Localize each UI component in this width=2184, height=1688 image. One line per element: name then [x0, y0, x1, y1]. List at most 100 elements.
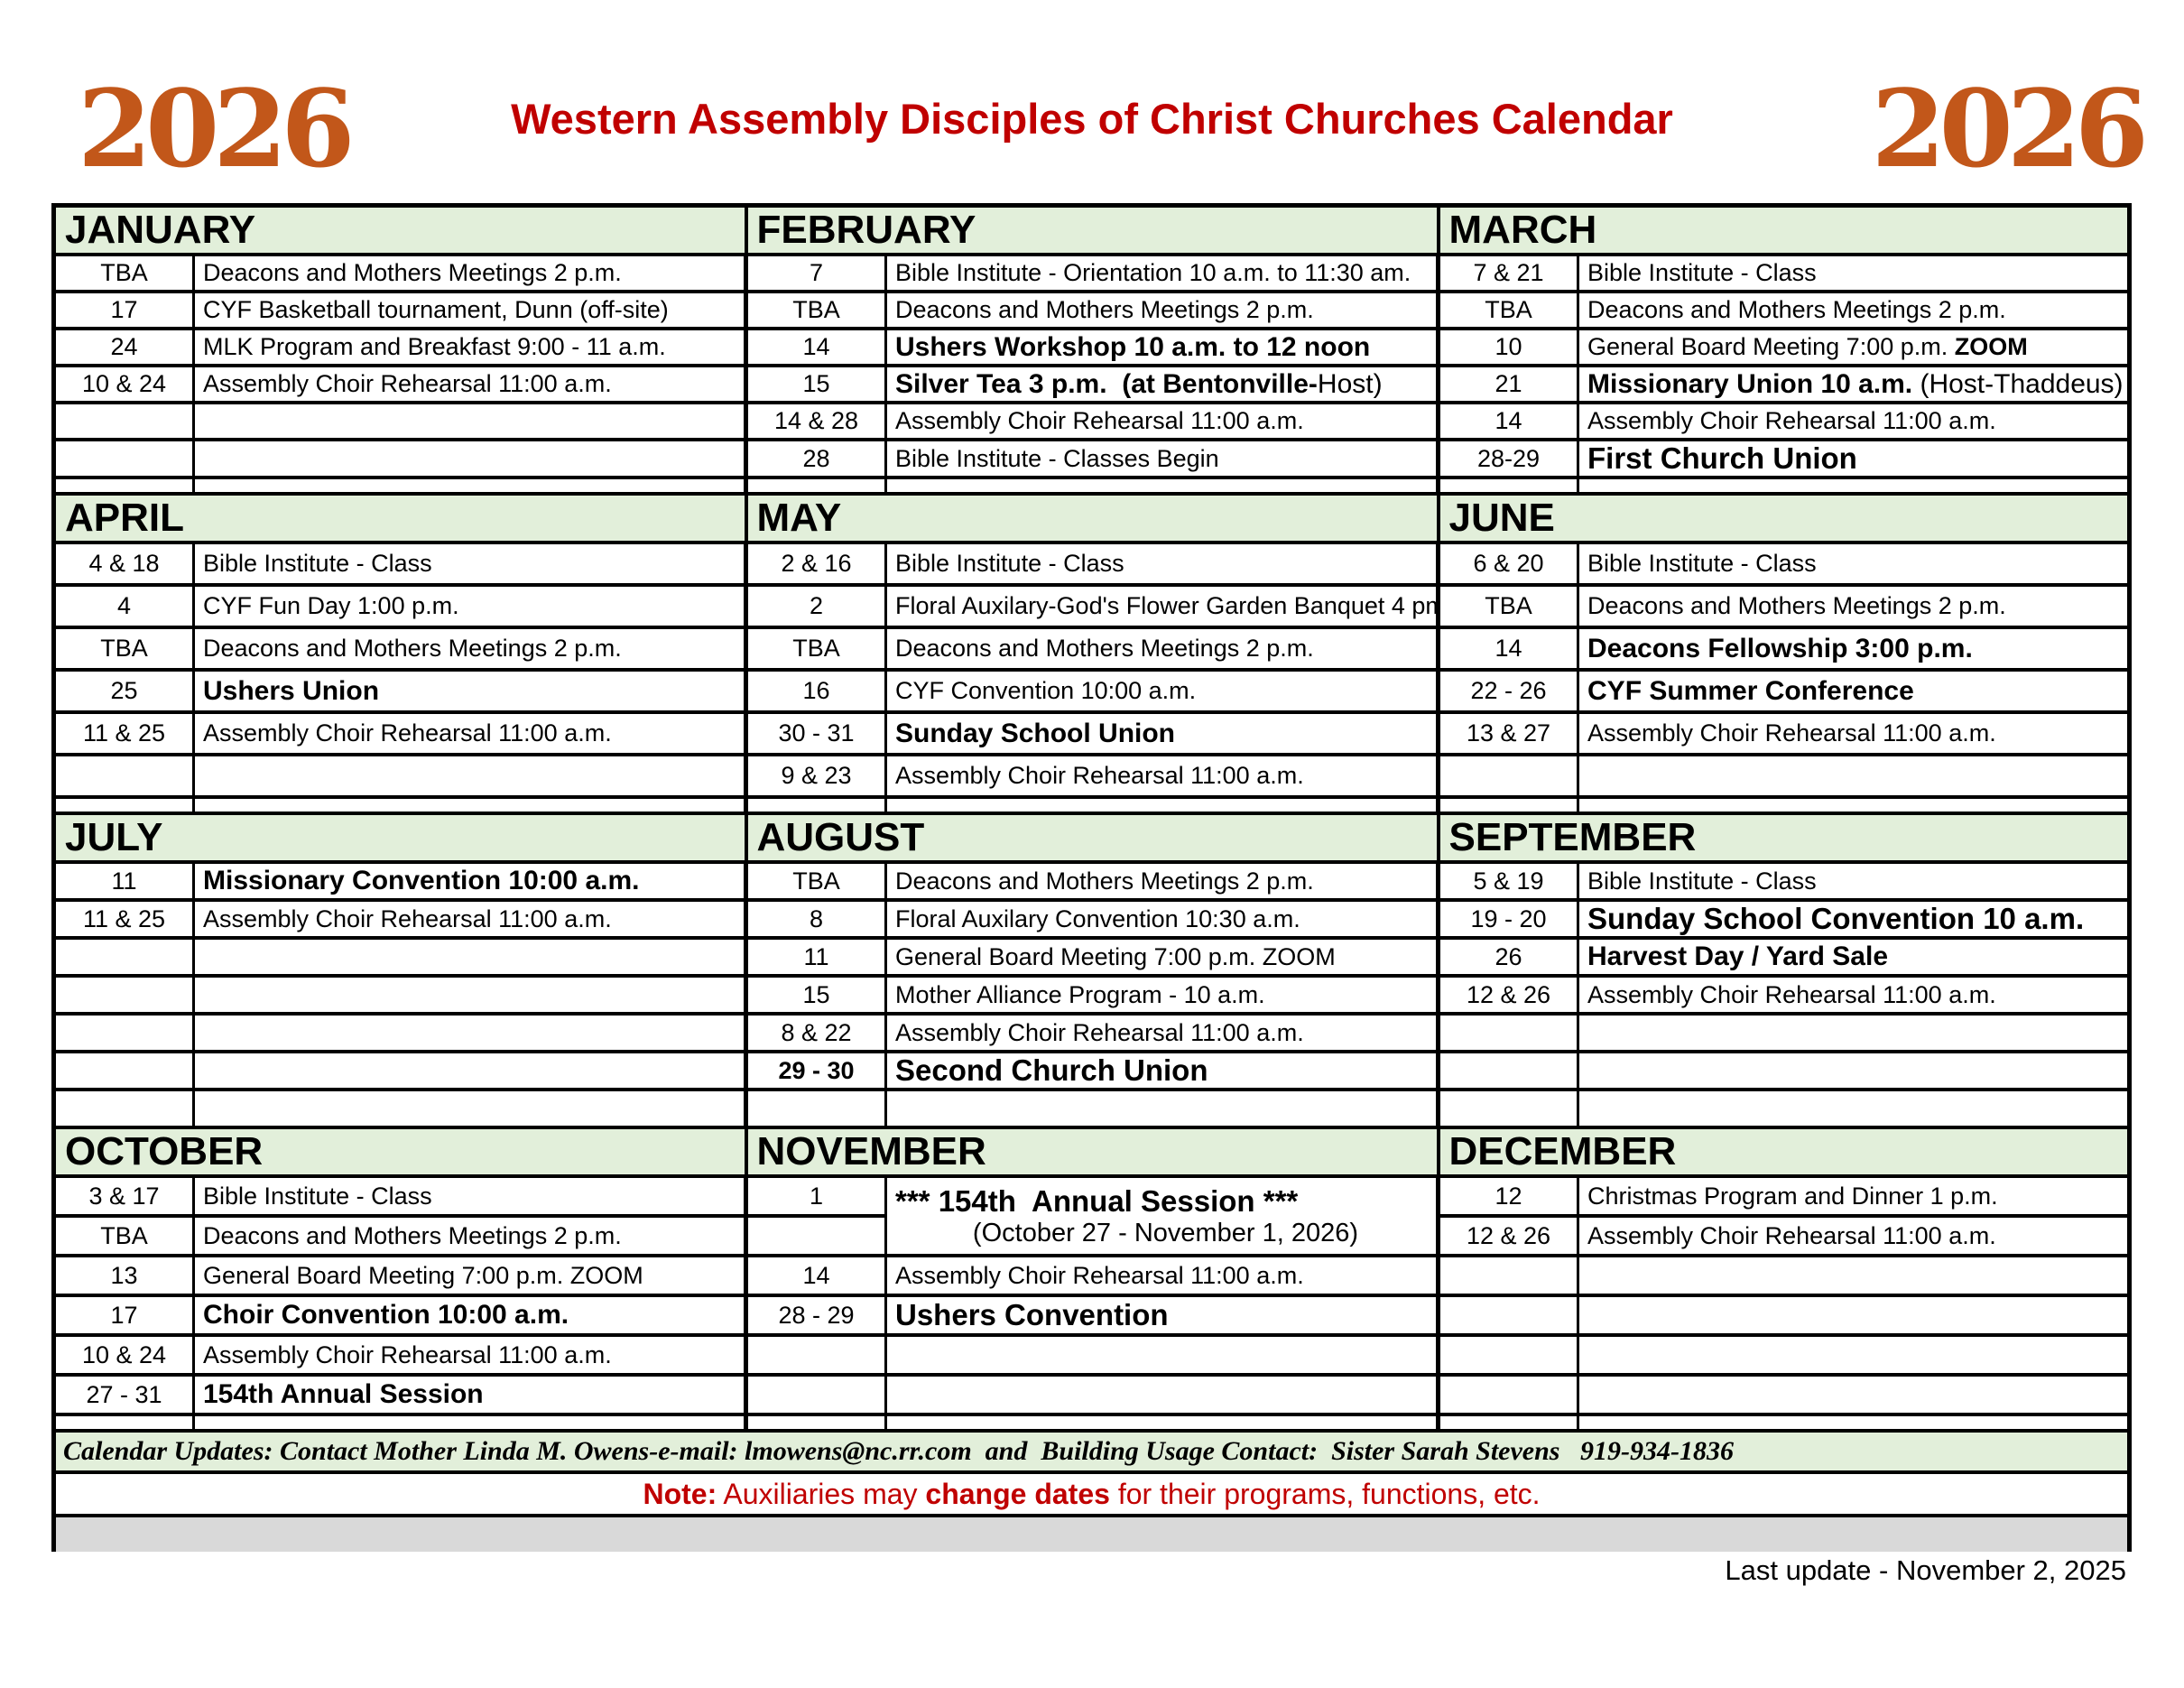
event-desc-cell: Ushers Union [192, 668, 748, 714]
event-desc-cell: Harvest Day / Yard Sale [1577, 936, 2132, 978]
event-date-cell: 1 [744, 1174, 887, 1218]
event-text: Missionary Convention 10:00 a.m. [203, 866, 640, 895]
event-date-cell: 28 [744, 438, 887, 479]
event-desc-cell: General Board Meeting 7:00 p.m. ZOOM [884, 936, 1440, 978]
event-text: Deacons Fellowship 3:00 p.m. [1587, 633, 1973, 663]
event-text: 154th Annual Session [203, 1379, 484, 1409]
event-desc-cell: Missionary Union 10 a.m. (Host-Thaddeus) [1577, 364, 2132, 404]
event-text: Christmas Program and Dinner 1 p.m. [1587, 1182, 1998, 1210]
event-desc-cell: Assembly Choir Rehearsal 11:00 a.m. [1577, 1214, 2132, 1257]
event-row: 11 & 25 Assembly Choir Rehearsal 11:00 a.… [51, 898, 2132, 940]
event-desc-cell [1577, 1333, 2132, 1377]
event-row: 29 - 30 Second Church Union [51, 1050, 2132, 1091]
event-desc-cell: Assembly Choir Rehearsal 11:00 a.m. [884, 1254, 1440, 1297]
event-text: Auxiliaries may [717, 1477, 926, 1510]
event-desc-cell: Floral Auxilary-God's Flower Garden Banq… [884, 583, 1440, 629]
month-header-december: DECEMBER [1436, 1126, 2132, 1178]
event-date-cell: 14 [744, 1254, 887, 1297]
event-text: First Church Union [1587, 441, 1857, 475]
event-desc-cell: Sunday School Convention 10 a.m. [1577, 898, 2132, 940]
event-text: CYF Summer Conference [1587, 675, 1914, 706]
event-desc-cell [192, 1413, 748, 1433]
event-text: Bible Institute - Classes Begin [895, 444, 1219, 472]
event-desc-cell: Assembly Choir Rehearsal 11:00 a.m. [884, 1012, 1440, 1053]
event-text: Assembly Choir Rehearsal 11:00 a.m. [1587, 719, 1996, 747]
month-header-february: FEBRUARY [744, 203, 1440, 256]
event-date-cell [1436, 753, 1580, 799]
event-date-cell [51, 401, 195, 441]
event-row: 14 & 28 Assembly Choir Rehearsal 11:00 a.… [51, 401, 2132, 441]
event-desc-cell [192, 753, 748, 799]
event-date-cell: 14 [744, 327, 887, 367]
event-text: Assembly Choir Rehearsal 11:00 a.m. [203, 1340, 612, 1368]
month-header-row: APRIL MAY JUNE [51, 492, 2132, 544]
event-date-cell [51, 1012, 195, 1053]
event-date-cell [51, 1050, 195, 1091]
event-desc-cell [1577, 1088, 2132, 1129]
event-text: Assembly Choir Rehearsal 11:00 a.m. [1587, 407, 1996, 434]
event-date-cell [744, 1214, 887, 1257]
event-desc-cell [192, 1050, 748, 1091]
event-desc-cell: Bible Institute - Classes Begin [884, 438, 1440, 479]
event-desc-cell [884, 1088, 1440, 1129]
event-row: 10 & 24 Assembly Choir Rehearsal 11:00 a.… [51, 1333, 2132, 1377]
contact-info-row: Calendar Updates: Contact Mother Linda M… [51, 1429, 2132, 1474]
event-text: Bible Institute - Class [203, 550, 432, 577]
event-subtext: (October 27 - November 1, 2026) [972, 1218, 1359, 1247]
event-text: Harvest Day / Yard Sale [1587, 941, 1889, 971]
event-desc-cell [1577, 1373, 2132, 1416]
event-text: Deacons and Mothers Meetings 2 p.m. [895, 635, 1314, 662]
event-date-cell [1436, 1012, 1580, 1053]
event-date-cell: 2 [744, 583, 887, 629]
event-text: ZOOM [1954, 333, 2028, 360]
event-date-cell: TBA [1436, 583, 1580, 629]
event-date-cell: TBA [744, 626, 887, 672]
month-header-row: OCTOBER NOVEMBER DECEMBER [51, 1126, 2132, 1178]
event-text: CYF Fun Day 1:00 p.m. [203, 592, 459, 619]
event-text: Sunday School Convention 10 a.m. [1587, 902, 2085, 935]
event-text: Bible Institute - Class [1587, 867, 1817, 895]
event-date-cell: 11 & 25 [51, 710, 195, 756]
event-text: Deacons and Mothers Meetings 2 p.m. [895, 867, 1314, 895]
event-text: Bible Institute - Class [1587, 550, 1817, 577]
event-desc-cell [1577, 1050, 2132, 1091]
event-desc-cell: Bible Institute - Class [884, 541, 1440, 587]
event-date-cell: 4 & 18 [51, 541, 195, 587]
event-text: Deacons and Mothers Meetings 2 p.m. [203, 635, 622, 662]
event-date-cell: 2 & 16 [744, 541, 887, 587]
event-desc-cell [884, 1413, 1440, 1433]
calendar-body: JANUARY FEBRUARY MARCH TBA Deacons and Mothe… [51, 203, 2132, 1552]
event-date-cell: 28 - 29 [744, 1294, 887, 1337]
event-text: Note: [643, 1477, 717, 1510]
event-desc-cell: Ushers Convention [884, 1294, 1440, 1337]
event-text: Assembly Choir Rehearsal 11:00 a.m. [895, 1018, 1304, 1046]
event-desc-cell [884, 1373, 1440, 1416]
event-desc-cell: Assembly Choir Rehearsal 11:00 a.m. [192, 1333, 748, 1377]
event-date-cell [744, 1333, 887, 1377]
event-text: General Board Meeting 7:00 p.m. ZOOM [203, 1261, 643, 1289]
event-date-cell: 4 [51, 583, 195, 629]
event-date-cell: 5 & 19 [1436, 860, 1580, 902]
event-desc-cell: Bible Institute - Class [1577, 253, 2132, 293]
event-desc-cell: Assembly Choir Rehearsal 11:00 a.m. [884, 753, 1440, 799]
event-text: Host) [1317, 368, 1383, 399]
event-date-cell [51, 795, 195, 815]
event-date-cell: 27 - 31 [51, 1373, 195, 1416]
event-row: TBA Deacons and Mothers Meetings 2 p.m. TB… [51, 626, 2132, 672]
event-desc-cell [1577, 1294, 2132, 1337]
event-desc-cell: General Board Meeting 7:00 p.m. ZOOM [192, 1254, 748, 1297]
event-date-cell: 25 [51, 668, 195, 714]
event-text: Assembly Choir Rehearsal 11:00 a.m. [1587, 1221, 1996, 1249]
event-date-cell: 15 [744, 974, 887, 1016]
event-row [51, 1088, 2132, 1129]
event-row: 24 MLK Program and Breakfast 9:00 - 11 a.… [51, 327, 2132, 367]
event-date-cell: 9 & 23 [744, 753, 887, 799]
last-update-text: Last update - November 2, 2025 [1725, 1554, 2126, 1586]
year-left: 2026 [78, 66, 355, 191]
event-date-cell [51, 936, 195, 978]
event-date-cell: 15 [744, 364, 887, 404]
event-desc-cell: Deacons and Mothers Meetings 2 p.m. [192, 1214, 748, 1257]
event-desc-cell: Choir Convention 10:00 a.m. [192, 1294, 748, 1337]
page-title: Western Assembly Disciples of Christ Chu… [511, 95, 1673, 143]
event-text: Deacons and Mothers Meetings 2 p.m. [1587, 592, 2006, 619]
